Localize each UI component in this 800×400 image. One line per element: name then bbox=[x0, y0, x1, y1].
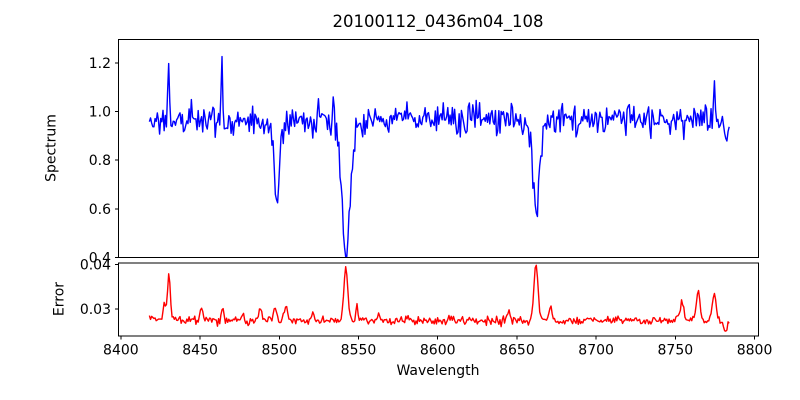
x-tick-label: 8700 bbox=[578, 343, 614, 359]
x-tick-label: 8450 bbox=[182, 343, 218, 359]
x-tick-label: 8550 bbox=[341, 343, 377, 359]
spectrum-line bbox=[148, 55, 730, 258]
error-y-tick-label: 0.04 bbox=[80, 257, 111, 273]
spectrum-y-tick-label: 1.2 bbox=[89, 56, 111, 72]
error-y-tick-label: 0.03 bbox=[80, 302, 111, 318]
plot-title: 20100112_0436m04_108 bbox=[332, 12, 544, 31]
x-tick-label: 8600 bbox=[420, 343, 456, 359]
error-line bbox=[148, 264, 730, 332]
spectrum-y-tick-label: 0.4 bbox=[89, 251, 111, 267]
x-tick-label: 8400 bbox=[103, 343, 139, 359]
spectrum-y-tick-label: 1.0 bbox=[89, 105, 111, 121]
x-tick-label: 8500 bbox=[261, 343, 297, 359]
spectrum-y-tick-label: 0.8 bbox=[89, 153, 111, 169]
axes-frame-error bbox=[118, 262, 759, 337]
x-tick-label: 8650 bbox=[499, 343, 535, 359]
axes-frame-spectrum bbox=[118, 39, 759, 258]
x-tick-label: 8800 bbox=[737, 343, 773, 359]
spectrum-y-tick-label: 0.6 bbox=[89, 202, 111, 218]
x-tick-label: 8750 bbox=[658, 343, 694, 359]
spectrum-y-axis-label: Spectrum bbox=[43, 114, 60, 182]
wavelength-x-axis-label: Wavelength bbox=[396, 363, 480, 379]
error-y-axis-label: Error bbox=[51, 281, 68, 317]
